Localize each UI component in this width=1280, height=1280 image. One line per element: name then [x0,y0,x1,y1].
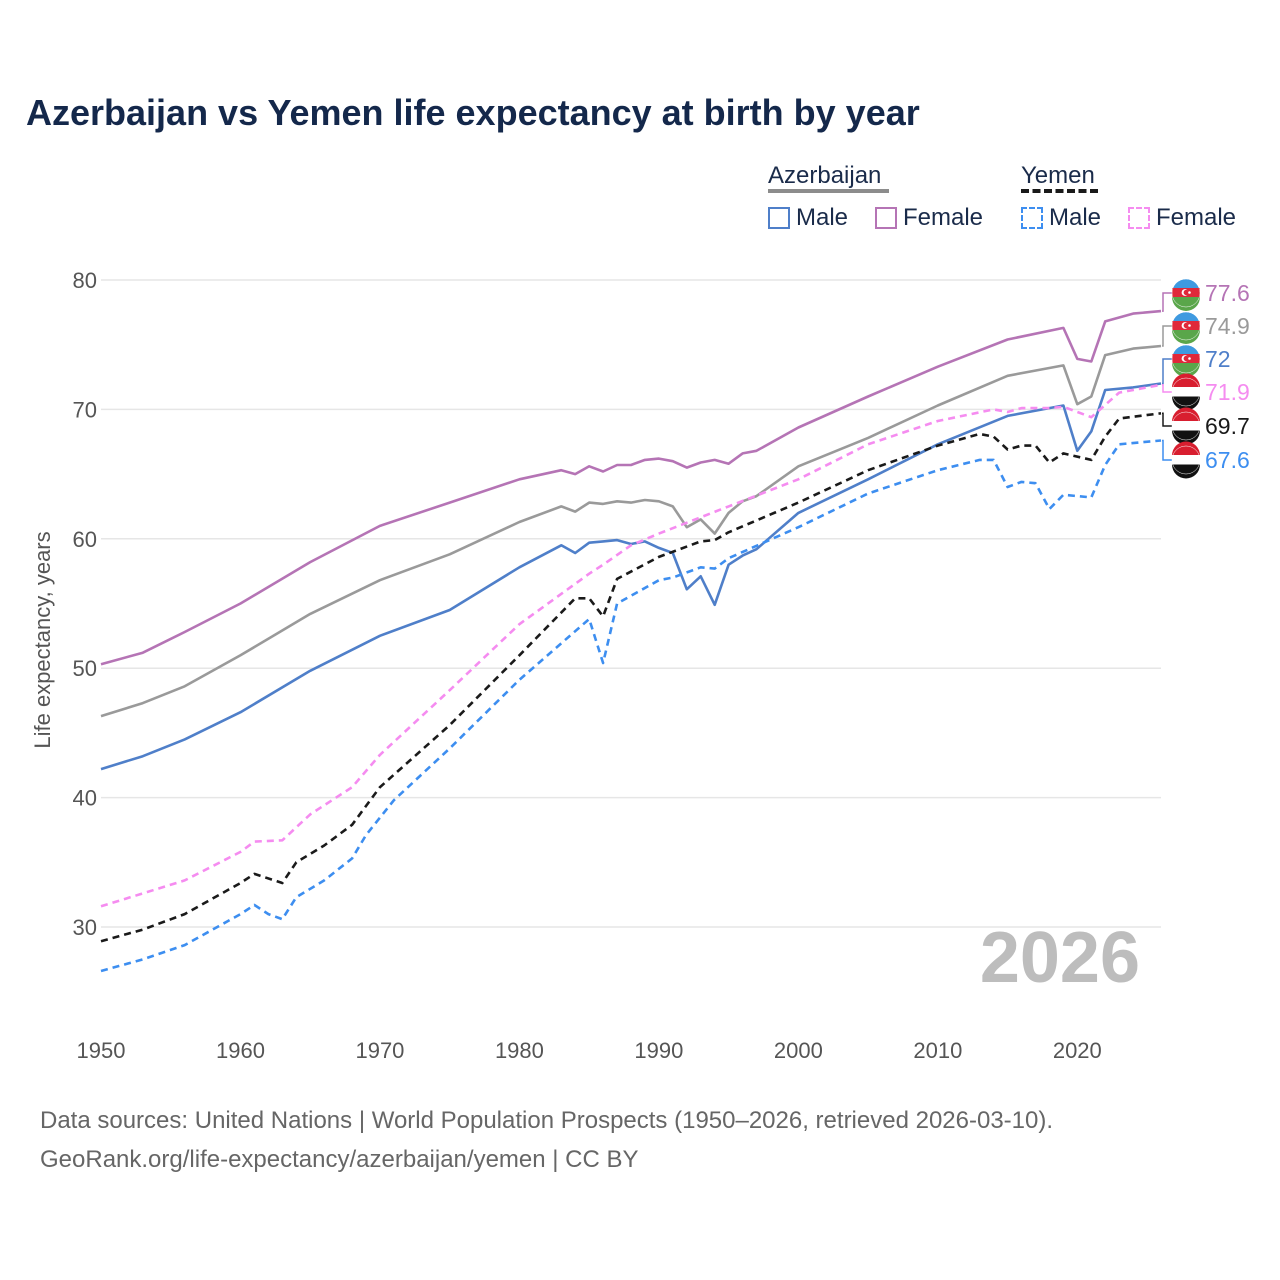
series-lines [100,309,1162,973]
series-line-yemen-female[interactable] [100,383,1162,908]
end-label-connector [1162,439,1172,461]
series-line-yemen-male[interactable] [100,439,1162,973]
series-line-azerbaijan-both[interactable] [100,344,1162,718]
legend-swatch [768,207,790,229]
x-tick-label: 2020 [1053,1038,1102,1063]
year-watermark: 2026 [980,918,1140,998]
y-tick-label: 70 [73,397,97,422]
x-tick-label: 1990 [634,1038,683,1063]
legend-item-azerbaijan-female[interactable]: Female [875,204,983,232]
end-label-azerbaijan-both: 74.9 [1162,311,1250,347]
gridlines [101,279,1161,928]
x-tick-label: 1960 [216,1038,265,1063]
azerbaijan-flag-icon [1171,278,1201,311]
series-line-yemen-both[interactable] [100,412,1162,943]
legend-line-azerbaijan [768,189,889,193]
legend-swatch [875,207,897,229]
y-tick-label: 40 [73,786,97,811]
end-label-connector [1162,292,1172,312]
chart-title: Azerbaijan vs Yemen life expectancy at b… [26,92,920,133]
yemen-flag-icon [1171,373,1201,411]
end-label-connector [1162,412,1172,427]
legend-label: Male [1049,204,1102,231]
end-label-azerbaijan-female: 77.6 [1162,278,1250,312]
x-tick-label: 2000 [774,1038,823,1063]
end-label-value: 72 [1205,346,1231,372]
y-axis-title: Life expectancy, years [30,531,55,748]
end-label-azerbaijan-male: 72 [1162,344,1231,385]
x-tick-label: 1950 [77,1038,126,1063]
legend-item-yemen-female[interactable]: Female [1128,204,1236,232]
footer-credit: GeoRank.org/life-expectancy/azerbaijan/y… [40,1146,639,1173]
y-axis: 30 40 50 60 70 80 [73,268,97,940]
y-tick-label: 50 [73,656,97,681]
legend-label: Female [903,204,984,231]
end-label-yemen-female: 71.9 [1162,373,1250,411]
series-line-azerbaijan-male[interactable] [100,382,1162,771]
end-label-connector [1162,325,1172,347]
azerbaijan-flag-icon [1171,311,1201,344]
azerbaijan-flag-icon [1171,344,1201,377]
x-tick-label: 1970 [355,1038,404,1063]
end-label-value: 67.6 [1205,447,1250,473]
end-label-connector [1162,358,1172,385]
legend-line-yemen [1021,189,1098,193]
end-label-yemen-male: 67.6 [1162,439,1250,479]
legend-label: Male [796,204,849,231]
y-tick-label: 30 [73,915,97,940]
end-label-value: 71.9 [1205,379,1250,405]
end-labels: 77.6 74.9 72 71.9 69.7 67.6 [1162,278,1250,479]
y-tick-label: 80 [73,268,97,293]
x-tick-label: 2010 [913,1038,962,1063]
legend-country-yemen: Yemen [1021,162,1095,189]
end-label-value: 77.6 [1205,280,1250,306]
y-tick-label: 60 [73,527,97,552]
end-label-value: 69.7 [1205,413,1250,439]
legend-item-azerbaijan-male[interactable]: Male [768,204,848,232]
yemen-flag-icon [1171,407,1201,445]
legend-swatch [1128,207,1150,229]
x-axis: 1950 1960 1970 1980 1990 2000 2010 2020 [77,1038,1102,1063]
legend-country-azerbaijan: Azerbaijan [768,162,882,189]
legend-label: Female [1156,204,1237,231]
series-line-azerbaijan-female[interactable] [100,309,1162,666]
legend-swatch [1021,207,1043,229]
yemen-flag-icon [1171,441,1201,479]
end-label-yemen-both: 69.7 [1162,407,1250,445]
footer-sources: Data sources: United Nations | World Pop… [40,1107,1054,1134]
end-label-value: 74.9 [1205,313,1250,339]
end-label-connector [1162,384,1172,393]
legend-item-yemen-male[interactable]: Male [1021,204,1101,232]
x-tick-label: 1980 [495,1038,544,1063]
